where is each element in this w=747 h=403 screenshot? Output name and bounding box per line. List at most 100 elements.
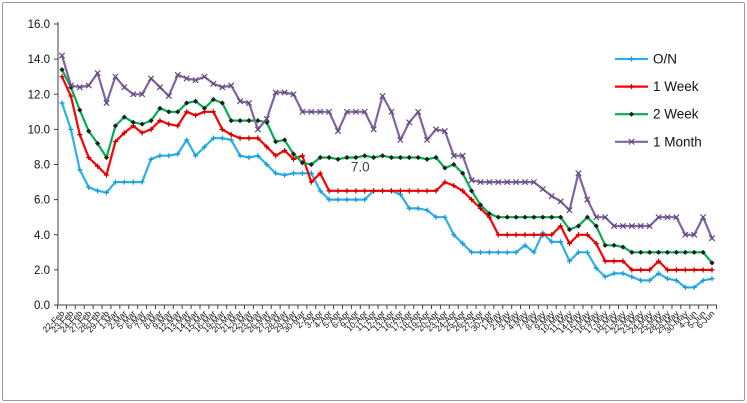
- marker-x: [343, 108, 351, 115]
- marker-diamond: [184, 100, 190, 106]
- series-markers-1-month: [58, 52, 716, 242]
- marker-diamond: [353, 154, 359, 161]
- y-tick-label: 6.0: [34, 195, 50, 207]
- marker-plus: [317, 170, 323, 176]
- marker-plus: [139, 130, 145, 136]
- marker-plus: [255, 135, 261, 141]
- marker-x: [254, 126, 262, 133]
- marker-x: [156, 84, 164, 91]
- marker-diamond: [566, 226, 573, 233]
- marker-diamond: [522, 214, 528, 220]
- marker-plus: [157, 117, 163, 124]
- marker-diamond: [575, 223, 582, 229]
- marker-diamond: [362, 153, 368, 159]
- marker-x: [628, 222, 635, 230]
- marker-x: [539, 185, 546, 193]
- marker-plus: [371, 188, 377, 194]
- series-1-week: [59, 74, 715, 273]
- marker-x: [308, 108, 315, 115]
- marker-x: [512, 178, 520, 186]
- marker-plus: [540, 232, 546, 238]
- marker-plus: [95, 163, 101, 169]
- marker-plus: [59, 74, 65, 80]
- marker-plus: [549, 232, 555, 238]
- marker-plus: [290, 156, 297, 162]
- marker-x: [593, 214, 600, 221]
- marker-x: [112, 73, 119, 80]
- marker-x: [130, 91, 137, 98]
- marker-plus: [673, 277, 679, 284]
- marker-diamond: [540, 214, 546, 220]
- marker-x: [352, 108, 359, 115]
- marker-diamond: [379, 153, 386, 159]
- marker-diamond: [148, 117, 154, 124]
- marker-plus: [522, 242, 528, 248]
- marker-plus: [691, 284, 697, 291]
- marker-diamond: [201, 105, 208, 111]
- marker-diamond: [629, 249, 635, 255]
- marker-plus: [362, 197, 368, 203]
- marker-plus: [477, 249, 484, 255]
- marker-diamond: [673, 249, 679, 255]
- marker-x: [566, 207, 573, 214]
- marker-plus: [566, 240, 573, 247]
- marker-x: [325, 108, 333, 115]
- marker-plus: [647, 277, 653, 284]
- marker-plus: [326, 197, 332, 203]
- marker-diamond: [86, 128, 92, 134]
- marker-plus: [442, 179, 448, 185]
- marker-plus: [638, 277, 644, 284]
- legend-item-o-n: O/N: [615, 52, 677, 67]
- y-tick-label: 4.0: [34, 230, 50, 242]
- marker-plus: [308, 170, 314, 176]
- marker-plus: [77, 167, 83, 173]
- marker-plus: [121, 130, 127, 136]
- marker-diamond: [228, 117, 234, 124]
- marker-diamond: [611, 242, 617, 248]
- marker-x: [468, 177, 475, 184]
- marker-diamond: [397, 154, 403, 161]
- marker-x: [263, 115, 270, 122]
- marker-x: [281, 89, 288, 96]
- marker-plus: [148, 156, 154, 162]
- marker-plus: [228, 137, 234, 143]
- marker-x: [557, 198, 564, 205]
- marker-plus: [638, 267, 644, 273]
- marker-x: [423, 136, 431, 144]
- marker-diamond: [424, 156, 430, 162]
- marker-x: [708, 235, 716, 242]
- marker-diamond: [95, 140, 101, 147]
- marker-plus: [192, 112, 199, 118]
- marker-x: [210, 80, 217, 87]
- marker-plus: [68, 126, 74, 132]
- marker-plus: [192, 153, 199, 159]
- marker-plus: [139, 179, 145, 185]
- marker-plus: [531, 249, 537, 255]
- marker-plus: [566, 258, 573, 264]
- marker-x: [236, 98, 244, 105]
- marker-plus: [335, 197, 341, 203]
- marker-diamond: [513, 214, 519, 220]
- marker-diamond: [139, 121, 145, 127]
- marker-plus: [406, 205, 412, 212]
- marker-diamond: [460, 170, 466, 176]
- marker-x: [646, 222, 653, 230]
- marker-plus: [468, 249, 475, 255]
- marker-plus: [246, 135, 252, 141]
- marker-x: [103, 99, 110, 107]
- marker-x: [477, 178, 484, 186]
- marker-diamond: [326, 154, 332, 161]
- marker-plus: [86, 154, 92, 161]
- marker-x: [415, 108, 422, 115]
- marker-x: [76, 84, 83, 91]
- marker-diamond: [273, 139, 279, 145]
- marker-plus: [628, 84, 635, 90]
- marker-x: [682, 231, 689, 238]
- marker-diamond: [468, 188, 475, 194]
- marker-diamond: [130, 119, 136, 125]
- marker-diamond: [549, 214, 555, 220]
- marker-plus: [166, 121, 172, 127]
- marker-diamond: [166, 109, 172, 115]
- marker-plus: [299, 153, 306, 159]
